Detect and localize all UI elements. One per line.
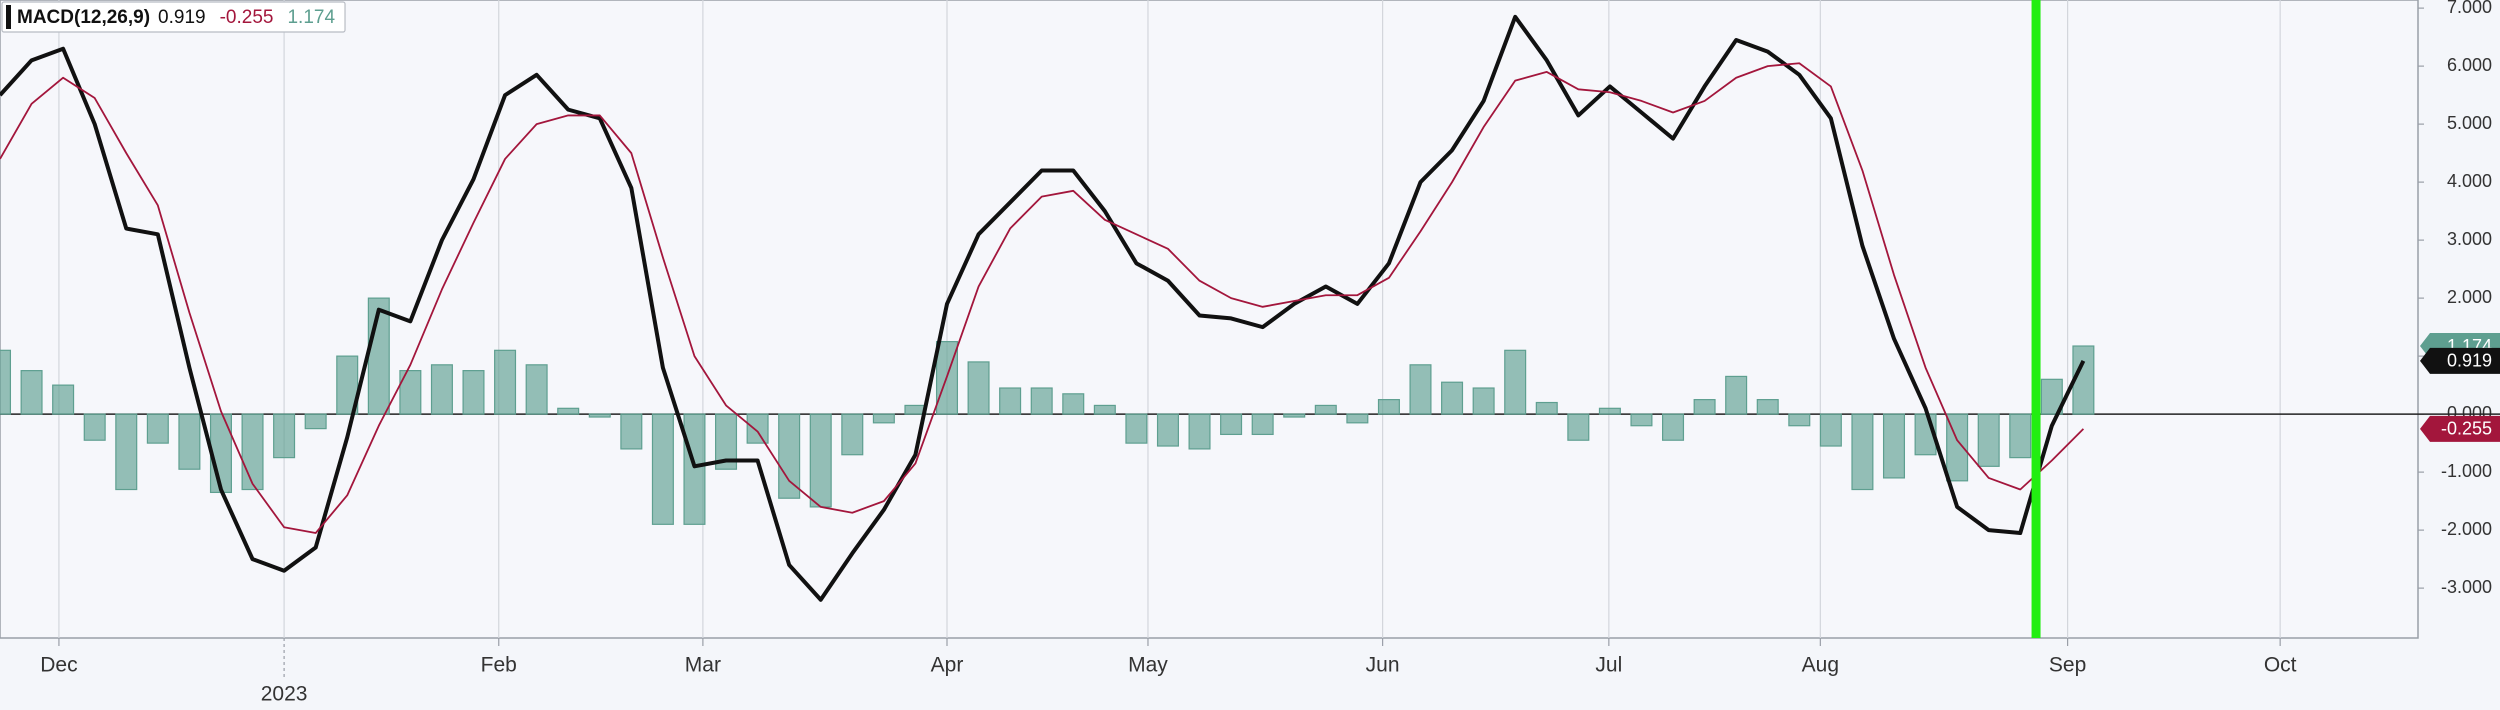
y-tick-label: -3.000 (2441, 577, 2492, 597)
legend-title: MACD(12,26,9) (17, 7, 150, 28)
y-tick-label: -2.000 (2441, 519, 2492, 539)
histogram-bar (1093, 404, 1116, 415)
value-badge (2420, 347, 2500, 374)
histogram-bar (1819, 413, 1842, 447)
histogram-bar (1662, 413, 1685, 441)
histogram-bar (1598, 407, 1621, 415)
histogram-bar (1535, 401, 1558, 415)
legend-value: 1.174 (287, 7, 335, 28)
x-tick-label: Feb (481, 654, 517, 677)
x-tick-label: Dec (40, 654, 77, 677)
histogram-bar (304, 413, 327, 430)
year-label: 2023 (261, 683, 308, 706)
legend-box (1, 1, 346, 33)
value-badge-label: -0.255 (2441, 419, 2492, 439)
histogram-bar (525, 364, 548, 415)
histogram-bar (1314, 404, 1337, 415)
histogram-bar (999, 387, 1022, 415)
histogram-bar (1125, 413, 1148, 444)
histogram-bar (557, 407, 580, 415)
y-tick-label: 7.000 (2447, 0, 2492, 17)
histogram-bar (1882, 413, 1906, 479)
histogram-bar (273, 413, 296, 459)
histogram-bar (683, 413, 706, 525)
legend-swatch (6, 5, 11, 29)
histogram-bar (1377, 399, 1400, 415)
histogram-bar (620, 413, 643, 450)
histogram-bar (1251, 413, 1274, 436)
histogram-bar (1283, 413, 1306, 418)
x-tick-label: Sep (2049, 654, 2086, 677)
histogram-bar (1062, 393, 1085, 415)
x-tick-label: Oct (2264, 654, 2297, 677)
value-badge (2420, 415, 2500, 442)
y-tick-label: 4.000 (2447, 171, 2492, 191)
histogram-bar (651, 413, 674, 525)
histogram-bar (1441, 381, 1464, 415)
histogram-bar (1630, 413, 1653, 427)
x-tick-label: Jul (1595, 654, 1622, 677)
histogram-bar (1409, 364, 1432, 415)
histogram-bar (715, 413, 738, 470)
histogram-bar (1156, 413, 1179, 447)
histogram-bar (178, 413, 201, 470)
histogram-bar (841, 413, 864, 456)
histogram-bar (0, 349, 12, 415)
signal-line (0, 62, 2085, 534)
histogram-bar (83, 413, 106, 441)
histogram-bar (241, 413, 264, 491)
histogram-bar (494, 349, 517, 415)
value-badge-label: 0.919 (2447, 351, 2492, 371)
histogram-bar (1030, 387, 1053, 415)
macd-line (0, 14, 2086, 602)
histogram-bar (1346, 413, 1369, 424)
histogram-bar (967, 361, 990, 415)
histogram-bar (1567, 413, 1590, 441)
legend-value: 0.919 (158, 7, 206, 28)
x-tick-label: Jun (1366, 654, 1400, 677)
histogram-bar (1504, 349, 1527, 415)
y-tick-label: 3.000 (2447, 229, 2492, 249)
histogram-bar (588, 413, 611, 418)
histogram-bar (1188, 413, 1211, 450)
legend: MACD(12,26,9) 0.919 -0.255 1.174 (1, 1, 346, 33)
histogram-bar (1946, 413, 1969, 482)
histogram-bar (430, 364, 453, 415)
x-tick-label: May (1128, 654, 1168, 677)
histogram-bar (146, 413, 169, 444)
histogram-bar (872, 413, 895, 424)
y-tick-label: -1.000 (2441, 461, 2492, 481)
histogram-bar (1472, 387, 1495, 415)
histogram-bar (336, 355, 359, 415)
histogram-bar (399, 370, 422, 415)
histogram-bar (1756, 399, 1779, 415)
histogram-bar (1788, 413, 1811, 427)
histogram-bar (2009, 413, 2032, 459)
histogram-bar (1693, 399, 1716, 415)
legend-value: -0.255 (220, 7, 274, 28)
histogram-bar (778, 413, 801, 499)
histogram-bar (115, 413, 138, 491)
histogram-bar (1220, 413, 1243, 436)
histogram-bar (20, 370, 43, 415)
histogram-bar (52, 384, 75, 415)
histogram-bar (1725, 375, 1748, 415)
histogram-bar (809, 413, 832, 508)
y-tick-label: 5.000 (2447, 113, 2492, 133)
plot-area (0, 0, 2419, 639)
histogram-bar (2040, 378, 2063, 415)
histogram-bar (1977, 413, 2000, 467)
x-tick-label: Apr (931, 654, 964, 677)
x-tick-label: Mar (685, 654, 721, 677)
histogram-bar (1851, 413, 1874, 491)
histogram-bar (746, 413, 769, 444)
x-tick-label: Aug (1802, 654, 1839, 677)
histogram-bar (462, 370, 485, 415)
y-tick-label: 2.000 (2447, 287, 2492, 307)
y-tick-label: 6.000 (2447, 55, 2492, 75)
